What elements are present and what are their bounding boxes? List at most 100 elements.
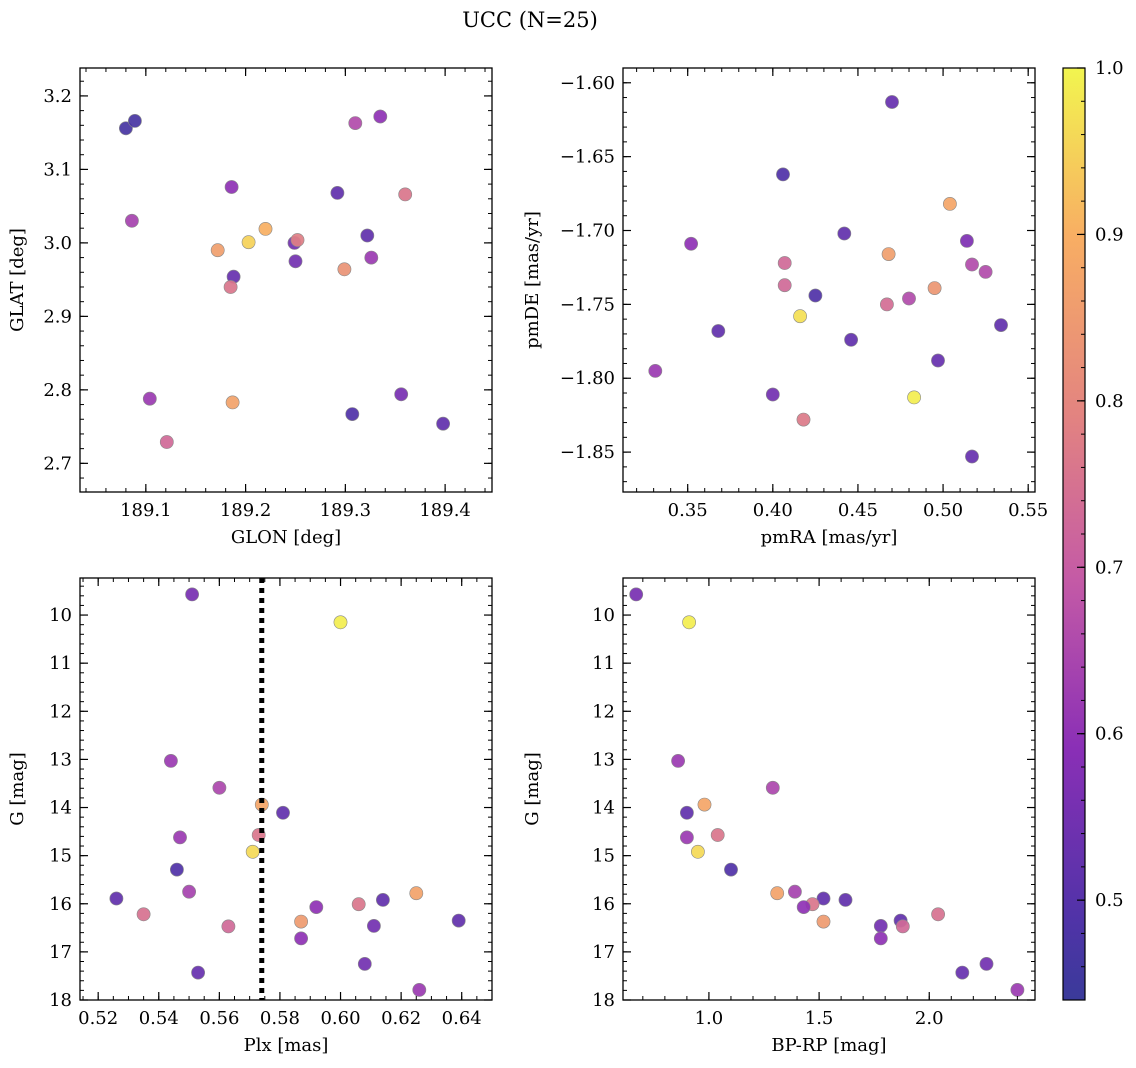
data-point [844,332,858,347]
data-point [927,281,942,295]
x-tick-label: 0.64 [442,1008,482,1029]
x-axis-label: GLON [deg] [231,527,341,548]
data-point [163,754,178,768]
x-tick-label: 0.55 [1008,500,1048,521]
y-tick-label: 10 [49,605,72,626]
y-tick-label: 14 [592,798,615,819]
y-tick-label: 3.0 [43,233,72,254]
x-tick-label: 0.45 [838,500,878,521]
y-tick-label: 15 [49,846,72,867]
data-point [412,983,427,997]
y-tick-label: −1.65 [560,147,615,168]
data-point [816,891,831,906]
data-point [366,919,381,933]
colorbar: 0.5 0.6 0.7 0.8 0.9 1.0 [1062,58,1124,1001]
y-tick-label: 16 [49,894,72,915]
axes-frame [622,577,1036,1001]
data-point [127,114,142,128]
scatter-panel-p3: 0.52 0.54 0.56 0.58 0.60 0.62 0.64 10 11 12 13 14 15… [7,577,493,1056]
points-p3 [109,587,466,997]
x-tick-label: 189.3 [320,500,372,521]
data-point [290,233,305,247]
x-tick-label: 0.58 [260,1008,300,1029]
ticks-p3 [80,578,493,1001]
y-tick-label: 2.8 [43,380,72,401]
data-point [288,254,303,269]
data-point [348,116,363,130]
y-tick-label: 12 [592,701,615,722]
data-point [191,965,205,980]
y-tick-label: 3.1 [43,159,72,180]
data-point [838,893,853,907]
data-point [210,243,225,258]
data-point [881,247,896,261]
y-tick-label: 3.2 [43,86,72,107]
x-tick-label: 2.0 [915,1008,944,1029]
data-point [931,353,945,368]
data-point [373,109,388,124]
x-tick-label: 0.56 [199,1008,239,1029]
data-point [793,309,807,324]
x-tick-label: 0.52 [78,1008,118,1029]
y-tick-label: 14 [49,798,72,819]
y-tick-label: 11 [592,653,615,674]
data-point [880,297,894,312]
colorbar-tick-label: 1.0 [1095,58,1124,79]
data-point [711,324,726,338]
y-tick-label: 10 [592,605,615,626]
data-point [765,387,780,402]
x-tick-label: 0.60 [320,1008,360,1029]
data-point [245,844,260,859]
scatter-panel-p4: 1.0 1.5 2.0 10 11 12 13 14 15 16 17 18 BP-RP [mag] G … [522,577,1036,1056]
data-point [907,390,921,405]
data-point [409,886,424,901]
data-point [770,886,785,901]
y-tick-label: 13 [592,749,615,770]
points-p4 [629,587,1025,997]
colorbar-tick-label: 0.6 [1095,724,1124,745]
data-point [697,797,712,812]
x-tick-label: 0.50 [923,500,963,521]
data-point [124,213,139,228]
data-point [169,862,184,877]
data-point [159,435,174,449]
data-point [241,235,256,250]
data-point [451,913,466,928]
data-point [955,965,970,980]
data-point [398,187,413,202]
data-point [680,805,694,820]
data-point [294,914,308,929]
data-point [142,391,157,406]
data-point [357,957,372,971]
y-axis-label: pmDE [mas/yr] [522,211,543,349]
data-point [873,919,888,933]
data-point [648,363,663,378]
data-point [796,900,811,914]
scatter-panel-p1: 189.1 189.2 189.3 189.4 2.7 2.8 2.9 3.0 3.1 3.2 GL… [7,67,493,548]
data-point [691,844,705,859]
data-point [816,914,831,929]
y-tick-label: 2.9 [43,306,72,327]
data-point [224,180,239,194]
y-tick-label: 11 [49,653,72,674]
data-point [960,233,974,248]
ticks-p1 [80,68,492,492]
points-p2 [648,95,1008,464]
data-point [808,288,823,303]
data-point [330,185,345,200]
data-point [173,830,187,845]
y-tick-label: −1.75 [560,294,615,315]
data-point [788,884,802,899]
data-point [212,780,227,795]
data-point [294,931,308,946]
data-point [682,615,696,630]
x-tick-label: 189.4 [419,500,471,521]
data-point [777,256,792,270]
data-point [136,907,151,922]
x-axis-label: pmRA [mas/yr] [761,527,898,548]
data-point [223,280,238,294]
data-point [895,919,910,934]
points-p1 [119,109,450,449]
data-point [994,318,1008,332]
